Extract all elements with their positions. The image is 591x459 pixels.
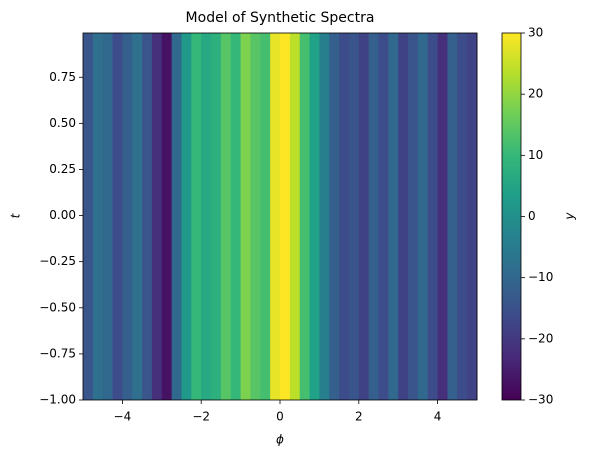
x-axis-label: ϕ (276, 433, 284, 447)
heatmap-cell (240, 33, 251, 400)
x-tick-label: −4 (114, 410, 132, 424)
heatmap-cell (250, 33, 261, 400)
colorbar-tick-label: 0 (528, 209, 536, 223)
heatmap-cell (348, 33, 360, 400)
x-tick-label: 2 (355, 410, 363, 424)
heatmap-cell (457, 33, 468, 400)
heatmap-cell (211, 33, 222, 400)
heatmap-cell (112, 33, 123, 400)
colorbar-tick-label: 20 (528, 87, 543, 101)
x-tick-label: 0 (276, 410, 284, 424)
heatmap-cell (142, 33, 153, 400)
y-tick-label: −0.75 (39, 346, 76, 360)
heatmap-cell (132, 33, 143, 400)
heatmap-cell (329, 33, 340, 400)
y-tick-label: 0.75 (49, 70, 76, 84)
y-tick-label: 0.50 (49, 116, 76, 130)
y-tick-label: 0.25 (49, 162, 76, 176)
heatmap-cell (102, 33, 114, 400)
heatmap-cell (122, 33, 133, 400)
heatmap-cell (378, 33, 389, 400)
heatmap-cell (161, 33, 173, 400)
y-tick-label: −0.50 (39, 300, 76, 314)
x-tick-label: 4 (434, 410, 442, 424)
colorbar-tick-label: 30 (528, 26, 543, 40)
heatmap-cell (398, 33, 409, 400)
heatmap-cell (467, 33, 478, 400)
colorbar-tick-label: −30 (528, 393, 553, 407)
heatmap-cell (368, 33, 379, 400)
heatmap-cell (437, 33, 448, 400)
heatmap-cell (92, 33, 104, 400)
colorbar (501, 32, 522, 401)
heatmap-cell (339, 33, 350, 400)
heatmap-cell (171, 33, 182, 400)
heatmap-cell (388, 33, 399, 400)
heatmap-cell (417, 33, 429, 400)
heatmap-cell (260, 33, 271, 400)
colorbar-label: y (563, 212, 577, 221)
chart-title: Model of Synthetic Spectra (186, 10, 375, 26)
heatmap-cell (280, 33, 291, 400)
heatmap-cell (220, 33, 232, 400)
heatmap-cell (289, 33, 301, 400)
heatmap-cell (151, 33, 163, 400)
heatmap-cell (427, 33, 439, 400)
y-axis-label: t (9, 212, 23, 218)
heatmap-cell (319, 33, 330, 400)
heatmap-cell (299, 33, 311, 400)
heatmap-cell (270, 33, 281, 400)
x-tick-label: −2 (192, 410, 210, 424)
heatmap-cell (181, 33, 192, 400)
heatmap-cell (358, 33, 370, 400)
colorbar-tick-label: −10 (528, 270, 553, 284)
y-tick-label: 0.00 (49, 208, 76, 222)
colorbar-tick-label: −20 (528, 331, 553, 345)
heatmap-cell (191, 33, 202, 400)
heatmap-cell (408, 33, 419, 400)
y-tick-label: −1.00 (39, 393, 76, 407)
heatmap-cell (447, 33, 458, 400)
heatmap-cell (83, 33, 94, 400)
colorbar-tick-label: 10 (528, 148, 543, 162)
heatmap-cell (230, 33, 242, 400)
heatmap-cell (309, 33, 320, 400)
y-tick-label: −0.25 (39, 254, 76, 268)
heatmap-cell (201, 33, 212, 400)
